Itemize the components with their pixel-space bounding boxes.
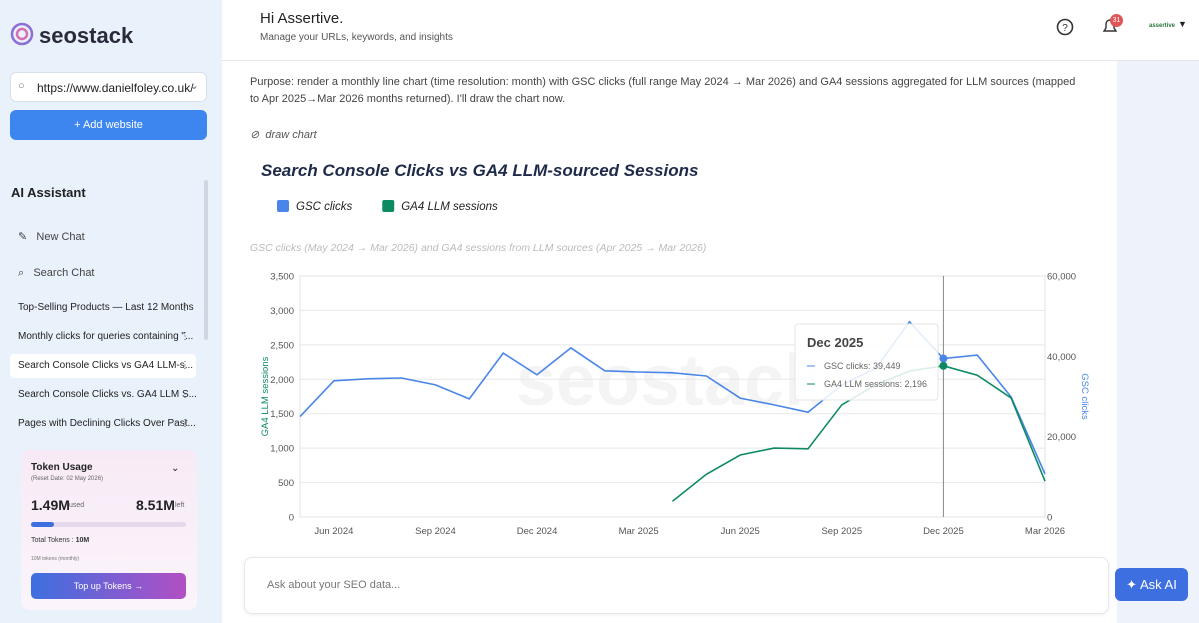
- top-up-label: Top up Tokens: [73, 581, 132, 591]
- chat-item[interactable]: Monthly clicks for queries containing ".…: [10, 325, 196, 349]
- chat-title: Top-Selling Products — Last 12 Months: [18, 302, 194, 313]
- chat-item[interactable]: Pages with Declining Clicks Over Past...…: [10, 412, 196, 436]
- y-tick-label: 2,000: [270, 375, 294, 386]
- chat-menu[interactable]: ⋮: [180, 331, 190, 342]
- token-left-label: left: [175, 502, 185, 509]
- ask-ai-button[interactable]: ✦ Ask AI: [1115, 568, 1188, 601]
- token-left: 8.51M: [136, 497, 175, 513]
- tooltip-line: GSC clicks: 39,449: [824, 361, 901, 371]
- chevron: ⌄: [189, 78, 200, 92]
- section-title: AI Assistant: [11, 185, 86, 200]
- y2-tick-label: 0: [1047, 513, 1052, 524]
- chat-item[interactable]: Search Console Clicks vs GA4 LLM-s... ⋮: [10, 354, 196, 378]
- token-total-label: Total Tokens :: [31, 537, 74, 544]
- add-website-button[interactable]: + Add website: [10, 110, 207, 140]
- y-axis-label: GA4 LLM sessions: [260, 356, 271, 436]
- token-reset: (Reset Date: 02 May 2026): [31, 476, 104, 482]
- y-tick-label: 3,500: [270, 272, 294, 283]
- x-tick-label: Dec 2025: [923, 526, 964, 537]
- new-chat[interactable]: ✎ New Chat: [18, 231, 85, 243]
- search-chat-label: Search Chat: [33, 267, 95, 279]
- chat-menu[interactable]: ⋮: [180, 418, 190, 429]
- new-chat-label: New Chat: [36, 231, 85, 243]
- legend-label: GA4 LLM sessions: [401, 201, 498, 213]
- header-divider: [222, 60, 1199, 61]
- help-icon[interactable]: ?: [1055, 17, 1075, 37]
- chat-menu[interactable]: ⋮: [180, 360, 190, 371]
- x-tick-label: Mar 2026: [1025, 526, 1065, 537]
- ask-ai-label: Ask AI: [1139, 577, 1177, 592]
- user[interactable]: assertive: [1149, 23, 1176, 29]
- chart-subtitle: GSC clicks (May 2024 → Mar 2026) and GA4…: [250, 242, 706, 254]
- top-up-button[interactable]: Top up Tokens →: [31, 573, 186, 599]
- svg-text:?: ?: [1062, 23, 1068, 34]
- token-total-value: 10M: [75, 537, 90, 544]
- logo-icon: [10, 22, 34, 46]
- token-card: Token Usage (Reset Date: 02 May 2026) ⌄ …: [21, 450, 197, 610]
- hover-point: [939, 354, 948, 363]
- tool-call: ⊘ draw chart: [250, 129, 317, 141]
- scrollbar: [204, 180, 208, 340]
- y-tick-label: 1,000: [270, 444, 294, 455]
- token-total: Total Tokens : 10M: [31, 537, 89, 544]
- plot-border: [299, 275, 1046, 518]
- chat-title: Pages with Declining Clicks Over Past...: [18, 418, 196, 429]
- token-title: Token Usage: [31, 462, 93, 473]
- chat-menu[interactable]: ⋮: [180, 389, 190, 400]
- chart-title: Search Console Clicks vs GA4 LLM-sourced…: [261, 161, 698, 180]
- tooltip: [794, 323, 939, 401]
- chat-menu[interactable]: ⋮: [180, 302, 190, 313]
- hover-point: [939, 361, 948, 370]
- y2-axis-label: GSC clicks: [1079, 373, 1090, 420]
- x-tick-label: Jun 2025: [721, 526, 760, 537]
- token-bar: [31, 522, 186, 527]
- y2-tick-label: 40,000: [1047, 352, 1076, 363]
- y-tick-label: 500: [278, 478, 294, 489]
- y2-tick-label: 20,000: [1047, 432, 1076, 443]
- legend-swatch: [277, 200, 289, 212]
- y-tick-label: 1,500: [270, 409, 294, 420]
- right-panel: [1117, 60, 1199, 623]
- y-tick-label: 3,000: [270, 306, 294, 317]
- tooltip-title: Dec 2025: [807, 335, 863, 350]
- chat-title: Monthly clicks for queries containing ".…: [18, 331, 194, 342]
- x-tick-label: Sep 2024: [415, 526, 456, 537]
- x-tick-label: Dec 2024: [517, 526, 558, 537]
- legend-label: GSC clicks: [296, 201, 352, 213]
- token-used: 1.49M: [31, 497, 70, 513]
- token-toggle[interactable]: ⌄: [171, 463, 180, 474]
- x-tick-label: Sep 2025: [821, 526, 862, 537]
- chat-item[interactable]: Search Console Clicks vs. GA4 LLM S... ⋮: [10, 383, 196, 407]
- tool-call-label: draw chart: [265, 129, 317, 141]
- header-subtitle: Manage your URLs, keywords, and insights: [260, 32, 453, 43]
- chat-item[interactable]: Top-Selling Products — Last 12 Months ⋮: [10, 296, 196, 320]
- composer[interactable]: Ask about your SEO data...: [244, 557, 1109, 614]
- y-tick-label: 2,500: [270, 340, 294, 351]
- composer-placeholder: Ask about your SEO data...: [267, 579, 401, 591]
- user-menu[interactable]: ▼: [1178, 19, 1187, 29]
- sidebar: seostack https://www.danielfoley.co.uk/ …: [0, 0, 222, 623]
- token-note: 10M tokens (monthly): [31, 556, 80, 562]
- url: https://www.danielfoley.co.uk/: [37, 81, 194, 95]
- url-select[interactable]: https://www.danielfoley.co.uk/ ⌄ ○: [10, 72, 207, 102]
- x-tick-label: Mar 2025: [619, 526, 659, 537]
- greeting: Hi Assertive.: [260, 10, 344, 27]
- search-chat[interactable]: ⌕ Search Chat: [18, 267, 95, 279]
- chat-title: Search Console Clicks vs GA4 LLM-s...: [18, 360, 194, 371]
- token-used-label: used: [69, 502, 85, 509]
- add-website-label: Add website: [82, 119, 143, 131]
- notification-badge: 31: [1110, 14, 1123, 27]
- y-tick-label: 0: [289, 513, 294, 524]
- chart: seostack Search Console Clicks vs GA4 LLM…: [250, 161, 1090, 537]
- chat-title: Search Console Clicks vs. GA4 LLM S...: [18, 389, 196, 400]
- y2-tick-label: 60,000: [1047, 272, 1076, 283]
- watermark: seostack: [516, 341, 825, 421]
- search-icon: ○: [18, 80, 25, 92]
- x-tick-label: Jun 2024: [314, 526, 353, 537]
- legend-swatch: [382, 200, 395, 212]
- assistant-message: Purpose: render a monthly line chart (ti…: [250, 76, 1076, 105]
- logo: seostack: [39, 23, 134, 48]
- tooltip-line: GA4 LLM sessions: 2,196: [824, 379, 927, 389]
